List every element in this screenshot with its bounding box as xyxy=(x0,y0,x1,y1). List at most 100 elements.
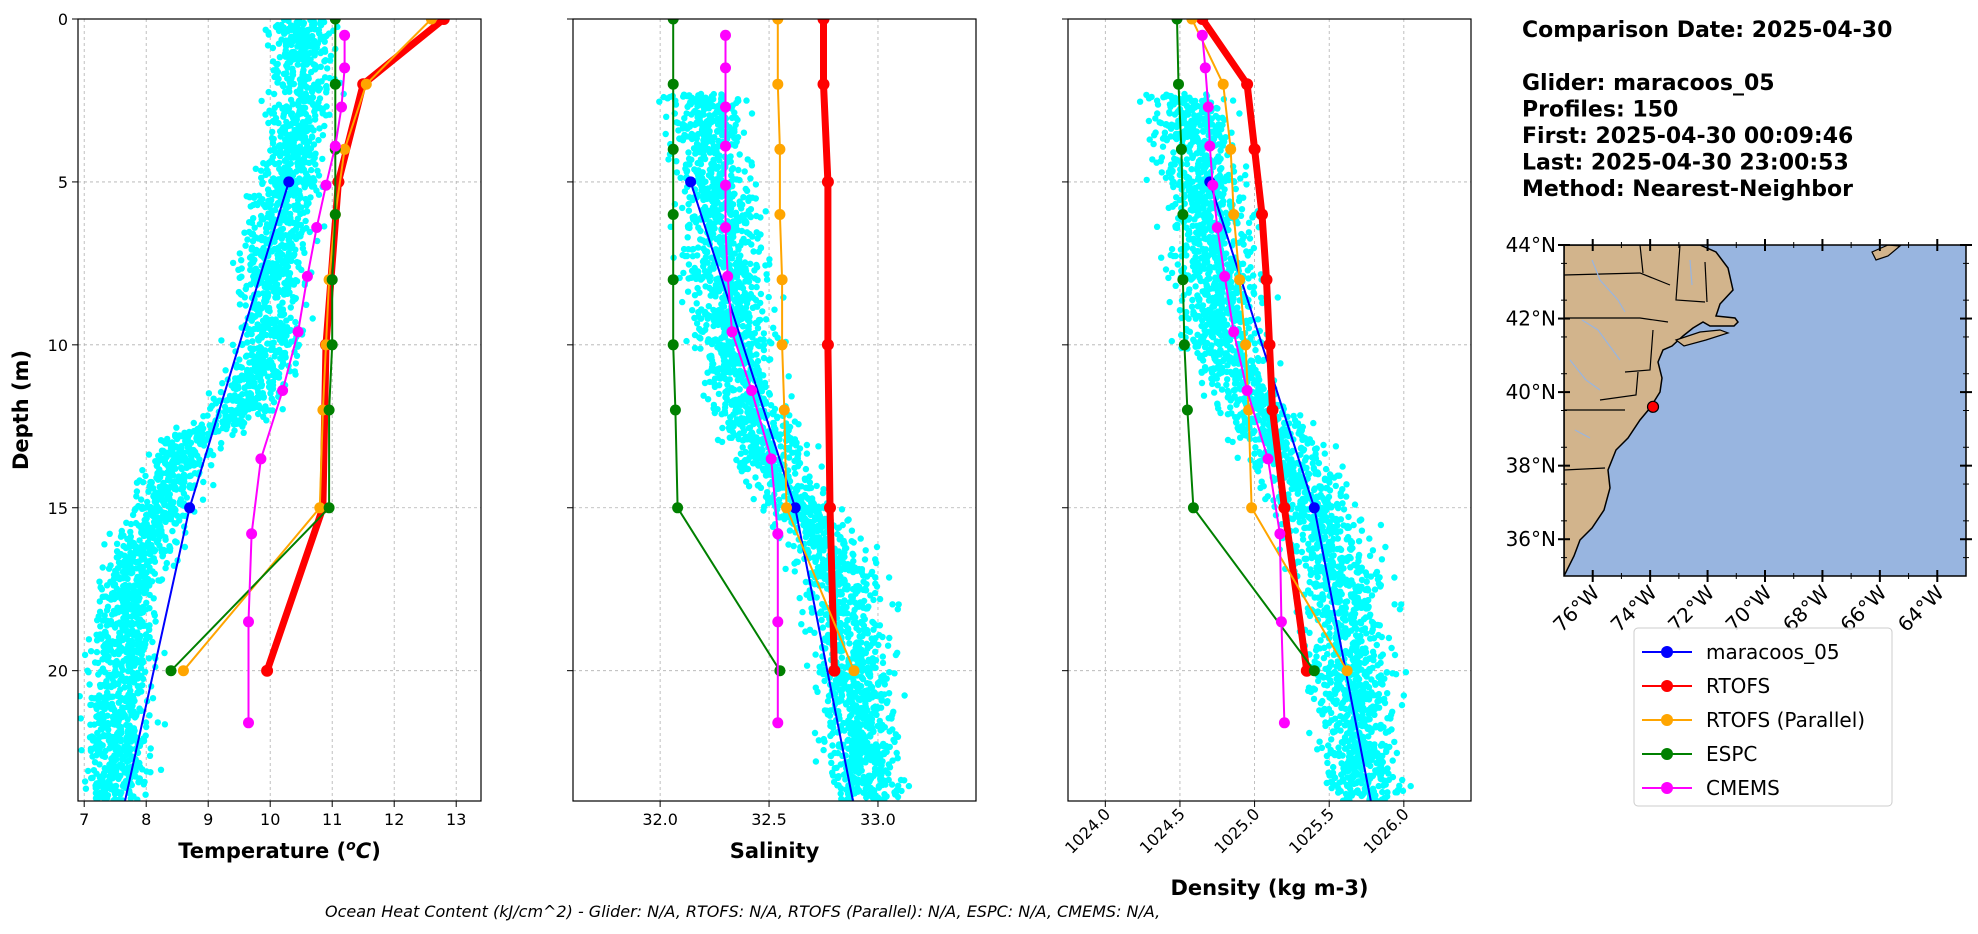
glider-scatter-point xyxy=(300,98,308,105)
glider-scatter-point xyxy=(708,364,716,371)
glider-scatter-point xyxy=(673,169,681,176)
glider-scatter-point xyxy=(793,558,800,565)
glider-scatter-point xyxy=(769,409,776,417)
series-point xyxy=(277,385,289,396)
glider-scatter-point xyxy=(830,778,838,786)
glider-scatter-point xyxy=(136,775,143,782)
glider-scatter-point xyxy=(263,417,270,424)
glider-scatter-point xyxy=(93,752,100,759)
glider-scatter-point xyxy=(848,527,856,534)
glider-scatter-point xyxy=(136,579,144,586)
glider-scatter-point xyxy=(271,321,278,328)
glider-scatter-point xyxy=(236,274,243,281)
glider-scatter-point xyxy=(118,527,126,535)
glider-scatter-point xyxy=(133,488,141,495)
glider-scatter-point xyxy=(680,269,687,277)
salinity-panel: 32.0 32.5 33.0 Salinity xyxy=(567,18,977,863)
glider-scatter-point xyxy=(89,737,97,744)
x-tick-label: 8 xyxy=(141,810,151,829)
glider-scatter-point xyxy=(129,653,136,661)
glider-scatter-point xyxy=(151,570,158,577)
glider-scatter-point xyxy=(846,713,854,720)
glider-scatter-point xyxy=(121,677,128,684)
glider-scatter-point xyxy=(761,503,768,510)
glider-scatter-point xyxy=(248,219,256,227)
glider-scatter-point xyxy=(293,35,300,42)
glider-scatter-point xyxy=(277,152,284,160)
depth-ylabel: Depth (m) xyxy=(9,350,33,470)
glider-scatter-point xyxy=(732,121,739,129)
glider-scatter-point xyxy=(752,413,759,420)
glider-scatter-point xyxy=(889,601,896,608)
glider-scatter-point xyxy=(763,271,770,278)
glider-scatter-point xyxy=(154,459,161,467)
glider-scatter-point xyxy=(143,723,150,731)
glider-scatter-point xyxy=(132,545,140,552)
glider-scatter-point xyxy=(150,534,157,541)
glider-scatter-point xyxy=(844,797,851,801)
glider-scatter-point xyxy=(183,494,190,501)
glider-scatter-point xyxy=(110,571,118,579)
glider-scatter-point xyxy=(295,156,302,163)
glider-scatter-point xyxy=(838,795,845,801)
glider-scatter-point xyxy=(94,659,102,667)
glider-scatter-point xyxy=(746,194,753,201)
glider-scatter-point xyxy=(231,392,238,399)
glider-scatter-point xyxy=(310,61,317,68)
glider-scatter-point xyxy=(117,604,125,612)
glider-scatter-point xyxy=(92,795,100,801)
glider-scatter-point xyxy=(294,343,301,350)
glider-scatter-point xyxy=(868,568,876,576)
glider-scatter-point xyxy=(268,110,275,117)
glider-scatter-point xyxy=(117,686,124,693)
glider-scatter-point xyxy=(302,217,309,225)
glider-scatter-point xyxy=(236,250,243,257)
glider-scatter-point xyxy=(727,153,734,160)
glider-scatter-point xyxy=(112,755,119,762)
glider-scatter-point xyxy=(190,459,197,466)
glider-scatter-point xyxy=(861,556,869,563)
glider-scatter-point xyxy=(161,649,168,657)
temperature-glider-scatter xyxy=(78,19,347,801)
glider-scatter-point xyxy=(736,176,743,184)
glider-scatter-point xyxy=(844,617,851,624)
glider-scatter-point xyxy=(251,404,258,411)
glider-scatter-point xyxy=(249,237,257,245)
glider-scatter-point xyxy=(777,481,785,488)
glider-scatter-point xyxy=(123,519,130,526)
series-point xyxy=(326,274,338,286)
glider-scatter-point xyxy=(701,379,709,387)
glider-scatter-point xyxy=(888,781,896,788)
glider-scatter-point xyxy=(317,20,324,27)
glider-scatter-point xyxy=(792,470,799,477)
glider-scatter-point xyxy=(794,486,801,494)
glider-scatter-point xyxy=(860,578,867,585)
glider-scatter-point xyxy=(146,564,153,571)
glider-scatter-point xyxy=(864,630,871,637)
series-point xyxy=(320,179,332,191)
glider-scatter-point xyxy=(137,584,144,591)
glider-scatter-point xyxy=(737,242,744,249)
glider-scatter-point xyxy=(862,547,869,554)
glider-scatter-point xyxy=(139,682,146,689)
glider-scatter-point xyxy=(104,603,112,610)
glider-scatter-point xyxy=(247,261,254,268)
glider-scatter-point xyxy=(240,429,247,436)
glider-scatter-point xyxy=(287,314,294,321)
glider-scatter-point xyxy=(179,485,186,492)
glider-scatter-point xyxy=(163,495,171,502)
glider-scatter-point xyxy=(805,549,812,556)
glider-scatter-point xyxy=(739,429,746,437)
glider-scatter-point xyxy=(270,288,278,295)
glider-scatter-point xyxy=(745,340,752,348)
glider-scatter-point xyxy=(283,131,290,138)
glider-scatter-point xyxy=(126,543,134,550)
glider-scatter-point xyxy=(140,603,147,610)
glider-scatter-point xyxy=(300,166,308,173)
glider-scatter-point xyxy=(752,181,760,188)
glider-scatter-point xyxy=(242,242,249,249)
glider-scatter-point xyxy=(133,493,140,500)
glider-scatter-point xyxy=(848,538,855,545)
salinity-glider-scatter xyxy=(656,90,913,801)
series-point xyxy=(329,140,341,152)
